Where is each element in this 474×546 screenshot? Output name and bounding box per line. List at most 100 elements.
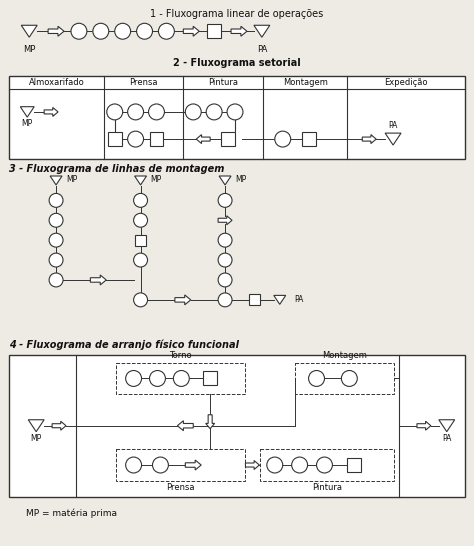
Circle shape bbox=[149, 371, 165, 387]
Circle shape bbox=[185, 104, 201, 120]
Circle shape bbox=[173, 371, 189, 387]
Circle shape bbox=[49, 273, 63, 287]
Circle shape bbox=[128, 131, 144, 147]
Text: Prensa: Prensa bbox=[129, 78, 158, 87]
Circle shape bbox=[292, 457, 308, 473]
Polygon shape bbox=[385, 133, 401, 145]
Polygon shape bbox=[362, 135, 376, 144]
Bar bbox=[295, 363, 394, 394]
Text: PA: PA bbox=[442, 434, 451, 443]
Polygon shape bbox=[274, 295, 286, 304]
Bar bbox=[149, 132, 164, 146]
Text: PA: PA bbox=[388, 121, 398, 129]
Circle shape bbox=[158, 23, 174, 39]
Bar bbox=[116, 363, 245, 394]
Circle shape bbox=[71, 23, 87, 39]
Bar bbox=[347, 458, 361, 472]
Text: PA: PA bbox=[256, 45, 267, 54]
Polygon shape bbox=[219, 176, 231, 185]
Text: MP: MP bbox=[30, 434, 42, 443]
Text: MP: MP bbox=[22, 120, 33, 128]
Text: Montagem: Montagem bbox=[322, 351, 367, 360]
Circle shape bbox=[93, 23, 109, 39]
Polygon shape bbox=[206, 415, 215, 429]
Bar bbox=[260, 449, 394, 481]
Polygon shape bbox=[50, 176, 62, 185]
Polygon shape bbox=[254, 25, 270, 37]
Text: MP = matéria prima: MP = matéria prima bbox=[26, 509, 117, 518]
Circle shape bbox=[267, 457, 283, 473]
Polygon shape bbox=[439, 420, 455, 432]
Text: 4 - Fluxograma de arranjo físico funcional: 4 - Fluxograma de arranjo físico funcion… bbox=[9, 340, 239, 350]
Text: Pintura: Pintura bbox=[208, 78, 238, 87]
Polygon shape bbox=[177, 421, 193, 431]
Circle shape bbox=[49, 213, 63, 227]
Circle shape bbox=[134, 293, 147, 307]
Polygon shape bbox=[196, 135, 210, 144]
Circle shape bbox=[218, 253, 232, 267]
Circle shape bbox=[49, 253, 63, 267]
Polygon shape bbox=[183, 26, 199, 36]
Text: MP: MP bbox=[235, 175, 246, 184]
Polygon shape bbox=[185, 460, 201, 470]
Bar bbox=[135, 235, 146, 246]
Polygon shape bbox=[218, 216, 232, 225]
Text: MP: MP bbox=[66, 175, 77, 184]
Text: Montagem: Montagem bbox=[283, 78, 328, 87]
Bar bbox=[249, 294, 260, 305]
Circle shape bbox=[49, 233, 63, 247]
Circle shape bbox=[134, 213, 147, 227]
Circle shape bbox=[309, 371, 325, 387]
Bar bbox=[203, 371, 217, 385]
Circle shape bbox=[275, 131, 291, 147]
Text: 2 - Fluxograma setorial: 2 - Fluxograma setorial bbox=[173, 58, 301, 68]
Text: Torno: Torno bbox=[169, 351, 191, 360]
Circle shape bbox=[126, 371, 142, 387]
Circle shape bbox=[115, 23, 131, 39]
Text: 1 - Fluxograma linear de operações: 1 - Fluxograma linear de operações bbox=[150, 9, 324, 19]
Bar bbox=[108, 132, 122, 146]
Polygon shape bbox=[417, 422, 431, 430]
Circle shape bbox=[128, 104, 144, 120]
Circle shape bbox=[153, 457, 168, 473]
Circle shape bbox=[107, 104, 123, 120]
Text: 3 - Fluxograma de linhas de montagem: 3 - Fluxograma de linhas de montagem bbox=[9, 164, 225, 174]
Circle shape bbox=[126, 457, 142, 473]
Polygon shape bbox=[231, 26, 247, 36]
Polygon shape bbox=[28, 420, 44, 432]
Bar bbox=[301, 132, 316, 146]
Polygon shape bbox=[135, 176, 146, 185]
Polygon shape bbox=[20, 106, 34, 117]
Circle shape bbox=[218, 233, 232, 247]
Circle shape bbox=[218, 293, 232, 307]
Polygon shape bbox=[48, 26, 64, 36]
Circle shape bbox=[218, 193, 232, 207]
Text: MP: MP bbox=[23, 45, 36, 54]
Circle shape bbox=[227, 104, 243, 120]
Circle shape bbox=[148, 104, 164, 120]
Bar bbox=[9, 354, 465, 497]
Circle shape bbox=[49, 193, 63, 207]
Circle shape bbox=[134, 193, 147, 207]
Text: Pintura: Pintura bbox=[312, 483, 342, 492]
Polygon shape bbox=[175, 295, 191, 305]
Bar bbox=[116, 449, 245, 481]
Polygon shape bbox=[52, 422, 66, 430]
Polygon shape bbox=[246, 460, 259, 470]
Circle shape bbox=[317, 457, 332, 473]
Polygon shape bbox=[21, 25, 37, 37]
Bar bbox=[207, 24, 221, 38]
Circle shape bbox=[341, 371, 357, 387]
Text: Prensa: Prensa bbox=[166, 483, 195, 492]
Circle shape bbox=[137, 23, 153, 39]
Bar bbox=[9, 76, 465, 158]
Text: MP: MP bbox=[151, 175, 162, 184]
Polygon shape bbox=[44, 108, 58, 116]
Text: Almoxarifado: Almoxarifado bbox=[29, 78, 84, 87]
Text: PA: PA bbox=[295, 295, 304, 304]
Circle shape bbox=[134, 253, 147, 267]
Circle shape bbox=[218, 273, 232, 287]
Polygon shape bbox=[91, 275, 106, 285]
Circle shape bbox=[206, 104, 222, 120]
Text: Expedição: Expedição bbox=[384, 78, 428, 87]
